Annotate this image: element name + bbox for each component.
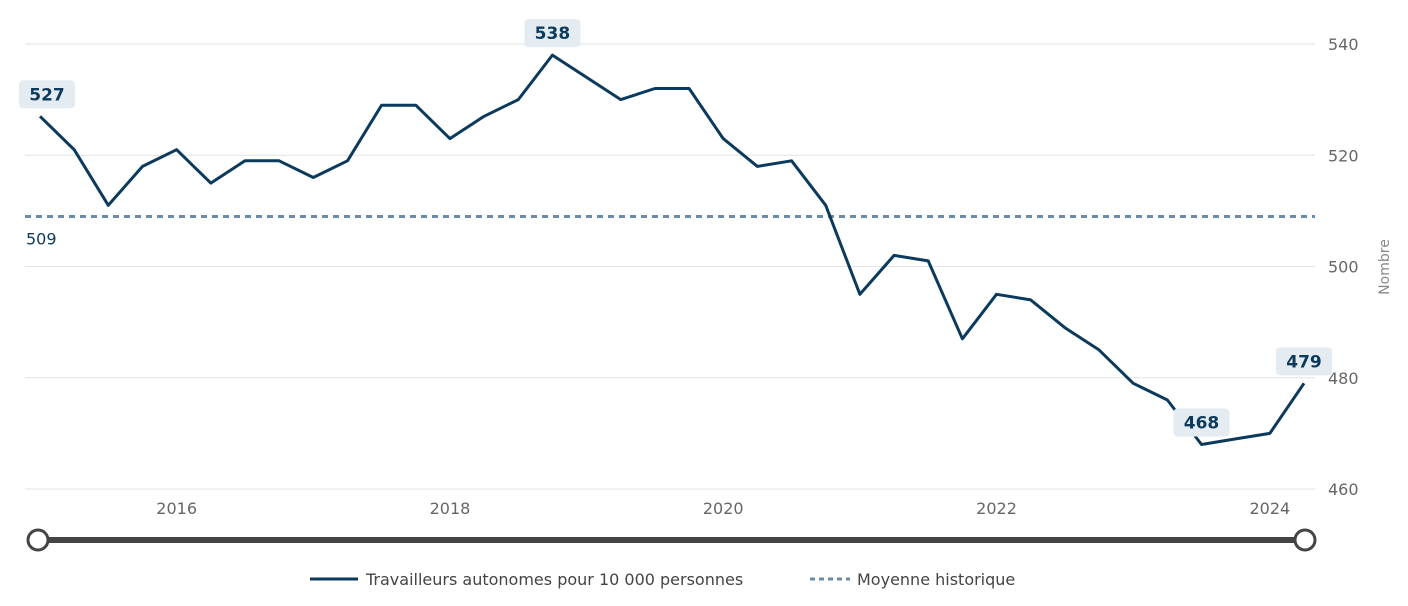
y-tick-label: 500	[1328, 258, 1359, 277]
legend-item-series[interactable]: Travailleurs autonomes pour 10 000 perso…	[310, 570, 743, 589]
y-tick-label: 540	[1328, 35, 1359, 54]
data-label: 538	[524, 19, 581, 48]
grid-lines	[25, 43, 1315, 490]
average-value-label: 509	[26, 229, 57, 248]
x-tick-label: 2016	[156, 499, 197, 518]
x-axis-ticks: 2016 2018 2020 2022 2024	[156, 499, 1290, 518]
data-label-text: 527	[29, 85, 65, 105]
y-tick-label: 520	[1328, 146, 1359, 165]
data-label-text: 479	[1286, 352, 1322, 372]
y-axis-title: Nombre	[1377, 239, 1393, 295]
legend-item-average[interactable]: Moyenne historique	[810, 570, 1015, 589]
x-tick-label: 2022	[976, 499, 1017, 518]
x-tick-label: 2024	[1249, 499, 1290, 518]
x-tick-label: 2020	[703, 499, 744, 518]
y-axis-ticks: 460 480 500 520 540	[1328, 35, 1359, 499]
legend-series-label: Travailleurs autonomes pour 10 000 perso…	[365, 570, 743, 589]
y-tick-label: 480	[1328, 369, 1359, 388]
legend: Travailleurs autonomes pour 10 000 perso…	[310, 570, 1015, 589]
data-label-box	[1276, 347, 1332, 376]
data-label-box	[524, 19, 581, 48]
data-label-text: 468	[1184, 414, 1220, 434]
data-label-box	[19, 80, 75, 109]
legend-average-label: Moyenne historique	[857, 570, 1015, 589]
range-slider-start-handle[interactable]	[26, 528, 50, 552]
data-label: 479	[1276, 347, 1332, 376]
range-slider-end-handle[interactable]	[1293, 528, 1317, 552]
data-label-box	[1173, 408, 1230, 437]
y-tick-label: 460	[1328, 480, 1359, 499]
data-label: 468	[1173, 408, 1230, 437]
data-labels: 527 538 468 479	[19, 19, 1332, 437]
range-slider[interactable]	[26, 528, 1317, 552]
data-label: 527	[19, 80, 75, 109]
x-tick-label: 2018	[430, 499, 471, 518]
data-label-text: 538	[535, 24, 571, 44]
series-line	[38, 53, 1306, 446]
